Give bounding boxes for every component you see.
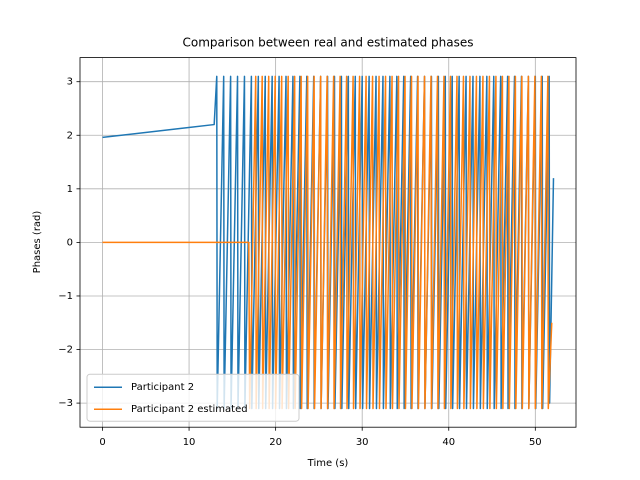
x-tick-label: 0 [99, 437, 105, 448]
chart-title: Comparison between real and estimated ph… [182, 36, 473, 50]
y-tick-label: 1 [67, 184, 73, 195]
x-axis-label: Time (s) [307, 458, 349, 469]
y-tick-label: 3 [67, 77, 73, 88]
y-tick-label: 0 [67, 237, 73, 248]
y-tick-label: 2 [67, 130, 73, 141]
y-axis-label: Phases (rad) [32, 211, 43, 274]
x-tick-label: 10 [183, 437, 196, 448]
y-tick-label: −3 [58, 398, 73, 409]
legend-label: Participant 2 [131, 382, 194, 393]
legend-label: Participant 2 estimated [131, 404, 248, 415]
x-tick-label: 40 [442, 437, 455, 448]
series-line [102, 75, 553, 410]
x-tick-label: 30 [356, 437, 369, 448]
x-tick-label: 20 [269, 437, 282, 448]
plot-area [102, 75, 555, 410]
axes-frame [79, 57, 577, 428]
x-tick-label: 50 [529, 437, 542, 448]
y-tick-label: −2 [58, 345, 73, 356]
legend-box [86, 373, 300, 422]
y-tick-label: −1 [58, 291, 73, 302]
